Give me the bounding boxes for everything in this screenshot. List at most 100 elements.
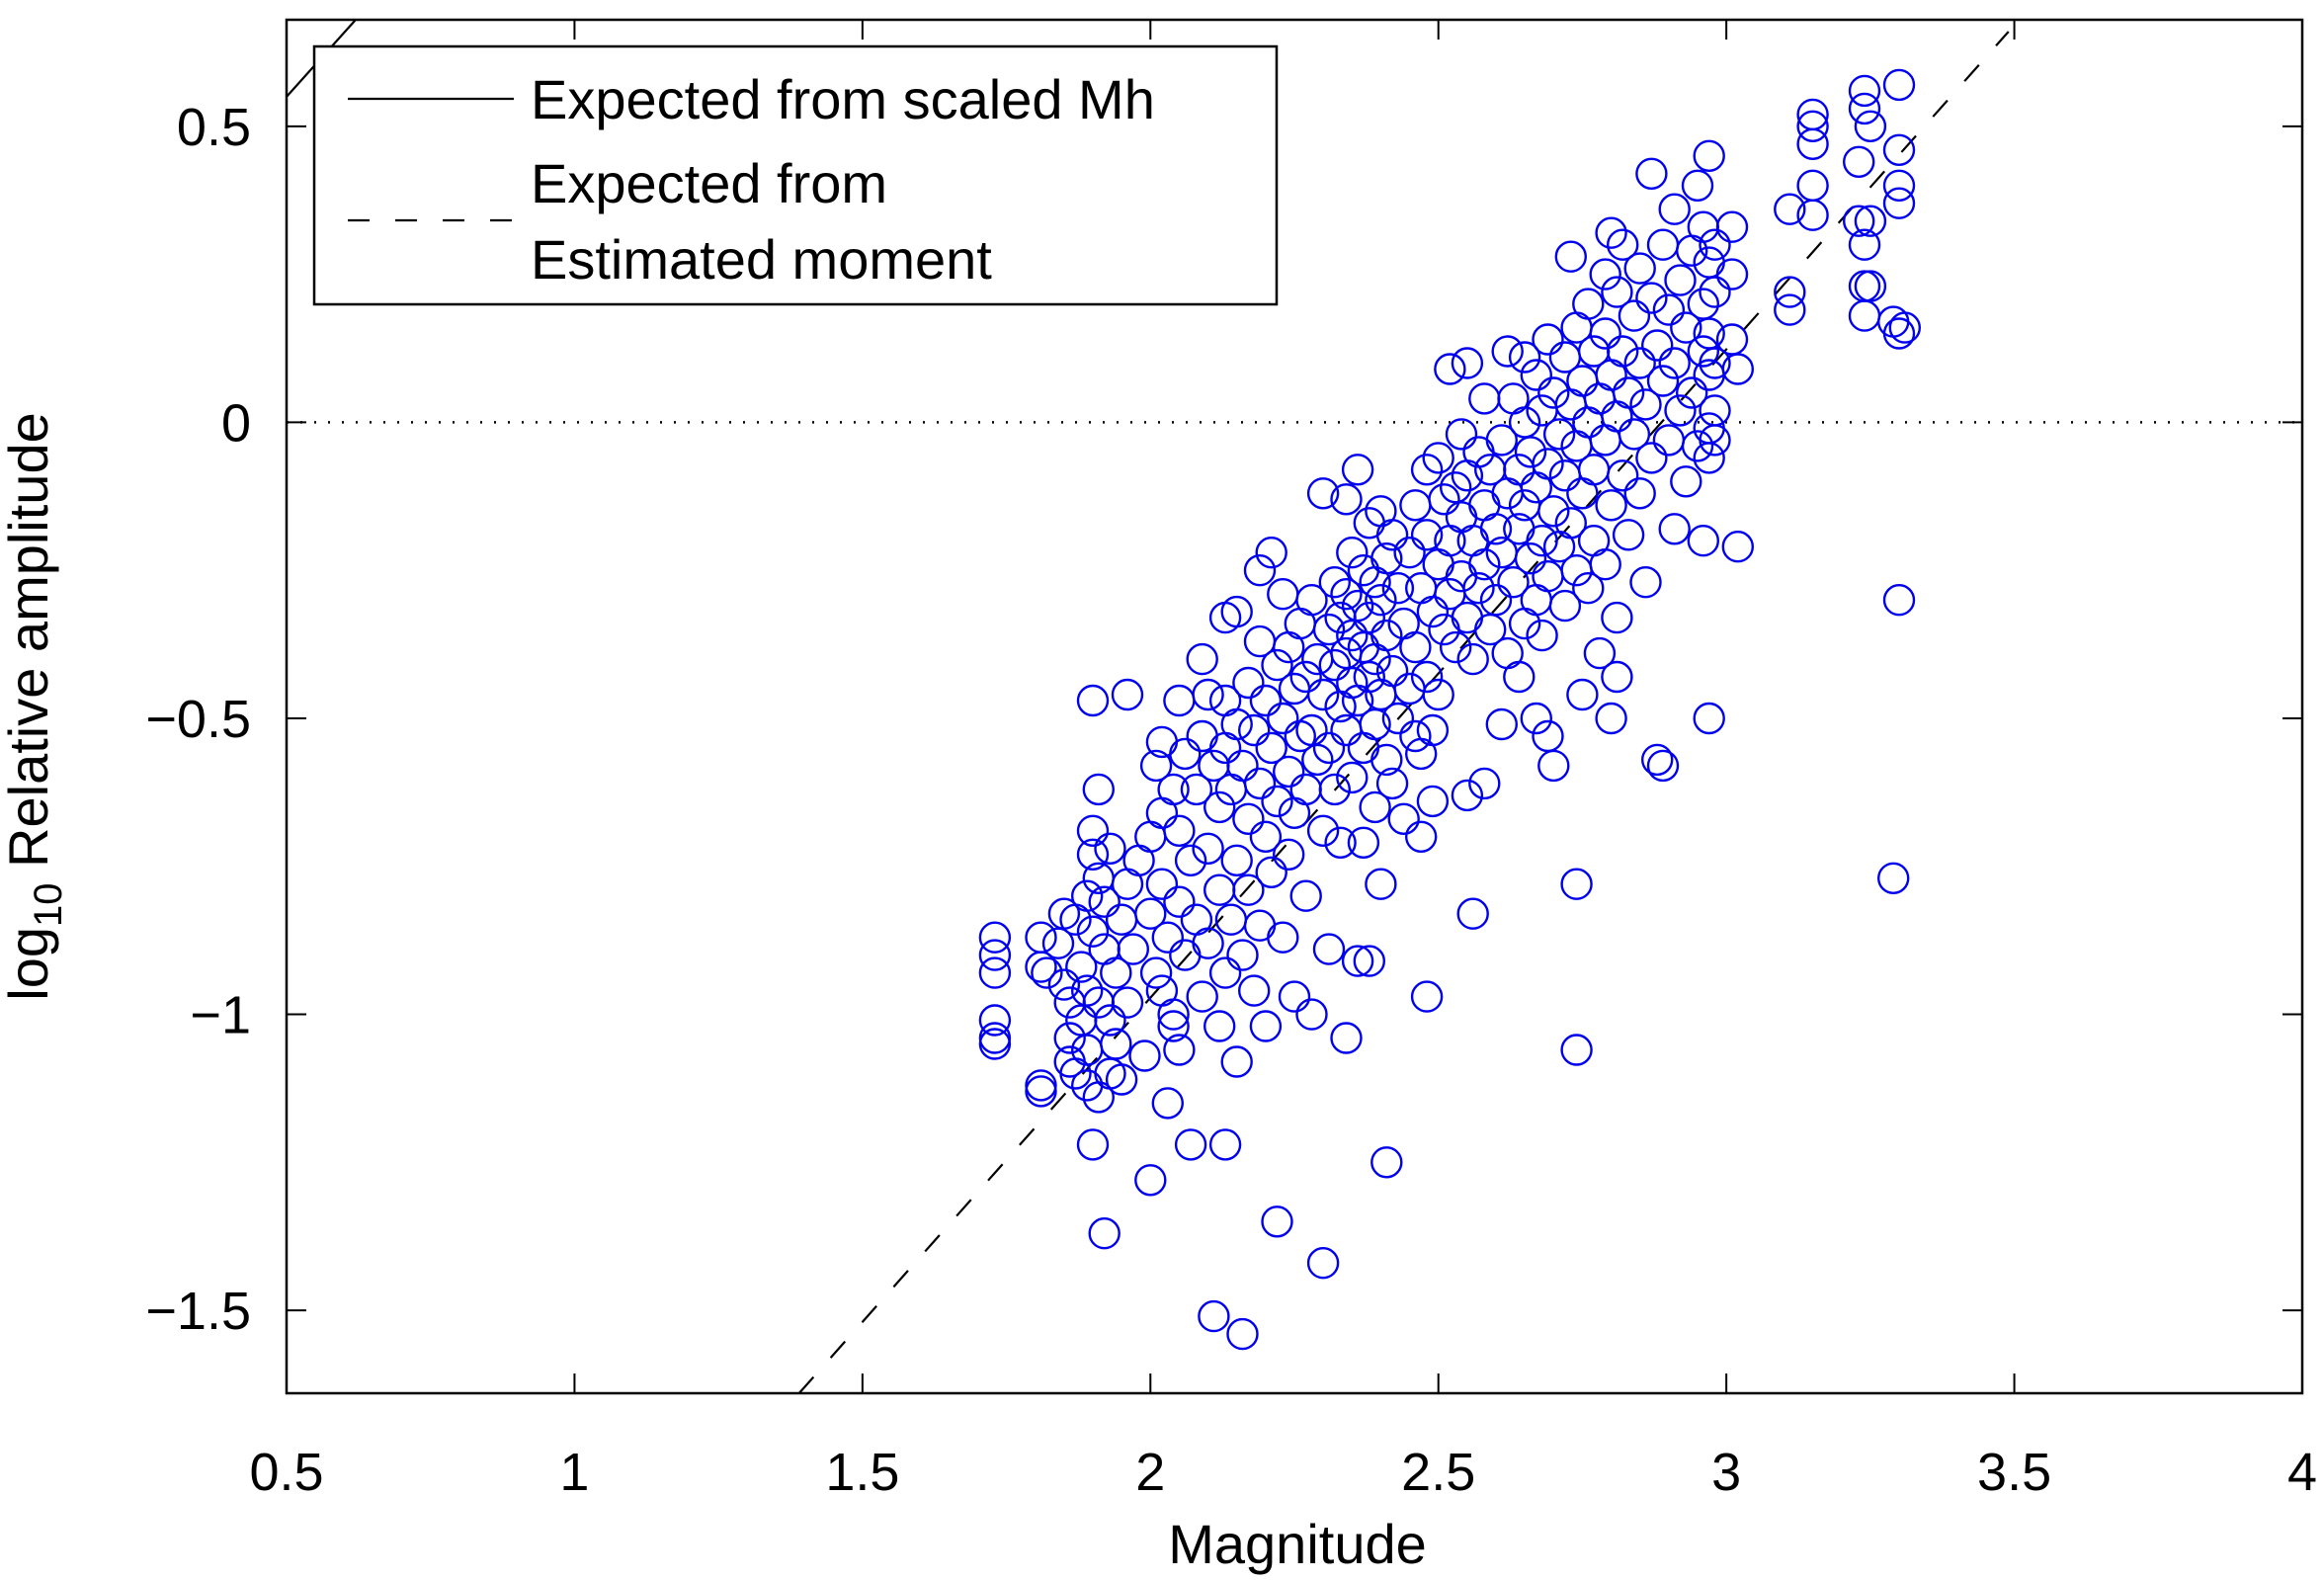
- data-point: [1595, 489, 1627, 522]
- data-point: [1365, 584, 1397, 617]
- data-point: [1330, 578, 1363, 611]
- data-point: [1306, 1246, 1340, 1280]
- data-point: [1163, 885, 1196, 918]
- data-point: [1306, 477, 1340, 510]
- data-point: [1520, 359, 1553, 391]
- x-tick-label: 2: [1135, 1443, 1165, 1502]
- data-point: [1774, 193, 1806, 225]
- data-point: [1312, 933, 1346, 965]
- data-point: [1381, 572, 1415, 605]
- data-point: [1255, 856, 1287, 888]
- data-point: [1226, 1317, 1259, 1351]
- data-point: [1554, 507, 1588, 540]
- data-point: [1508, 341, 1541, 374]
- data-point: [1370, 1146, 1403, 1179]
- data-point: [1076, 915, 1110, 948]
- data-point: [1699, 228, 1731, 261]
- data-point: [1220, 844, 1253, 876]
- data-point: [1393, 537, 1426, 569]
- data-point: [1693, 442, 1725, 474]
- data-point: [1249, 684, 1283, 717]
- data-point: [1658, 513, 1691, 545]
- data-point: [1693, 139, 1725, 173]
- data-point: [1882, 169, 1916, 203]
- x-tick-label: 1.5: [825, 1443, 899, 1502]
- data-point: [1341, 454, 1374, 486]
- data-point: [1715, 210, 1749, 243]
- x-tick-label: 4: [2287, 1443, 2317, 1502]
- data-point: [1261, 648, 1293, 682]
- y-axis-title: log10 Relative amplitude: [0, 412, 70, 1000]
- data-point: [1491, 335, 1524, 368]
- data-point: [1796, 199, 1829, 231]
- y-tick-label: 0.5: [177, 98, 251, 157]
- data-point: [1623, 347, 1656, 379]
- data-point: [1243, 767, 1277, 800]
- data-point: [1381, 702, 1415, 735]
- data-point: [1312, 731, 1346, 765]
- data-point: [1370, 743, 1403, 777]
- data-point: [1699, 276, 1731, 308]
- data-point: [1537, 495, 1570, 528]
- data-point: [1295, 584, 1328, 617]
- data-point: [1635, 282, 1668, 314]
- y-axis-title-log: log: [0, 927, 59, 1001]
- data-point: [978, 1028, 1012, 1060]
- data-point: [1192, 927, 1224, 959]
- data-point: [1699, 347, 1731, 379]
- data-point: [1554, 240, 1588, 273]
- data-point: [1249, 820, 1283, 853]
- data-point: [1128, 1039, 1161, 1072]
- data-point: [1336, 666, 1369, 700]
- data-point: [1070, 974, 1104, 1007]
- data-point: [1589, 317, 1621, 350]
- plot-frame: [285, 18, 2304, 1395]
- data-point: [1646, 365, 1680, 397]
- data-point: [1134, 897, 1167, 930]
- data-point: [1640, 743, 1674, 777]
- data-point: [1117, 933, 1150, 965]
- data-point: [1082, 773, 1116, 806]
- data-point: [1635, 442, 1668, 474]
- data-point: [1462, 572, 1495, 605]
- data-point: [1198, 1299, 1230, 1333]
- data-point: [1422, 442, 1454, 474]
- data-point: [1485, 424, 1519, 457]
- data-point: [1261, 1206, 1293, 1238]
- data-point: [1076, 814, 1110, 847]
- data-point: [1399, 630, 1432, 664]
- y-tick-label: −1.5: [145, 1282, 251, 1341]
- y-axis-title-text: Relative amplitude: [0, 412, 59, 882]
- data-point: [1226, 749, 1259, 783]
- data-point: [1065, 951, 1098, 983]
- data-point: [1255, 537, 1287, 569]
- data-point: [1387, 802, 1420, 835]
- legend: Expected from scaled Mh Expected from Es…: [312, 44, 1279, 306]
- data-point: [1157, 773, 1190, 806]
- data-point: [1261, 785, 1293, 818]
- data-point: [1203, 1010, 1236, 1042]
- data-point: [1330, 483, 1363, 516]
- y-tick-label: −1: [190, 986, 251, 1045]
- data-point: [1526, 619, 1558, 652]
- data-point: [1652, 293, 1686, 326]
- data-point: [1520, 702, 1553, 735]
- data-point: [1145, 868, 1179, 900]
- data-point: [1796, 110, 1829, 143]
- data-point: [1076, 1128, 1110, 1161]
- data-point: [978, 939, 1012, 971]
- y-tick-label: 0: [221, 393, 251, 453]
- data-point: [1353, 945, 1386, 977]
- data-point: [1699, 424, 1731, 457]
- data-point: [1514, 542, 1547, 575]
- data-point: [1208, 1128, 1242, 1161]
- data-point: [1601, 276, 1633, 308]
- data-point: [1186, 642, 1218, 676]
- x-tick-label: 1: [559, 1443, 589, 1502]
- data-point: [1468, 767, 1501, 800]
- data-point: [1456, 897, 1489, 930]
- data-point: [1606, 228, 1639, 261]
- data-point: [1560, 868, 1593, 900]
- data-point: [1612, 519, 1645, 551]
- data-point: [1053, 1022, 1086, 1054]
